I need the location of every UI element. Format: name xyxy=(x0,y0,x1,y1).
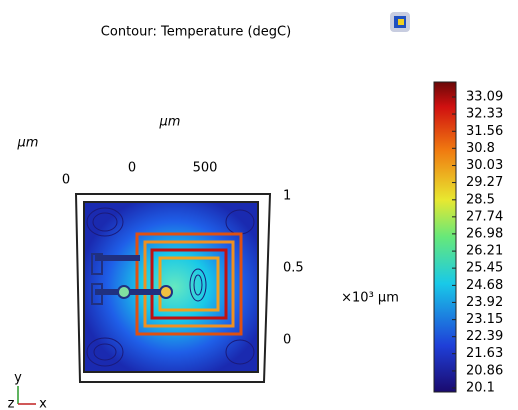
colorbar-tick-label: 22.39 xyxy=(466,329,503,344)
colorbar-tick-label: 31.56 xyxy=(466,124,503,139)
colorbar-tick-label: 28.5 xyxy=(466,192,495,207)
z-tick-label: 0 xyxy=(62,173,70,188)
colorbar-tick-label: 26.98 xyxy=(466,226,503,241)
x-tick-label: 500 xyxy=(193,161,218,176)
chart-title: Contour: Temperature (degC) xyxy=(101,25,291,40)
triad-z: z xyxy=(8,397,15,410)
y-tick-label: 1 xyxy=(283,189,291,204)
colorbar-tick-label: 20.1 xyxy=(466,380,495,395)
colorbar-tick-label: 33.09 xyxy=(466,90,503,105)
z-axis-label: μm xyxy=(17,136,39,151)
x-tick-label: 0 xyxy=(128,161,136,176)
colorbar-tick-label: 21.63 xyxy=(466,346,503,361)
y-tick-label: 0 xyxy=(283,332,291,347)
triad-y: y xyxy=(14,371,22,386)
colorbar-tick-label: 23.15 xyxy=(466,312,503,327)
colorbar-tick-label: 30.03 xyxy=(466,158,503,173)
colorbar-tick-label: 26.21 xyxy=(466,244,503,259)
colorbar-tick-label: 25.45 xyxy=(466,261,503,276)
app-icon xyxy=(390,12,410,32)
colorbar-tick-label: 30.8 xyxy=(466,141,495,156)
colorbar-tick-label: 23.92 xyxy=(466,295,503,310)
colorbar-tick-label: 29.27 xyxy=(466,175,503,190)
x-axis-label: μm xyxy=(159,115,181,130)
colorbar-tick-label: 32.33 xyxy=(466,107,503,122)
y-axis-label: ×10³ μm xyxy=(341,291,399,306)
colorbar-tick-label: 24.68 xyxy=(466,278,503,293)
colorbar xyxy=(433,81,457,393)
y-tick-label: 0.5 xyxy=(283,260,304,275)
triad: y z x xyxy=(8,371,48,410)
colorbar-tick-label: 27.74 xyxy=(466,209,503,224)
contour-plot xyxy=(74,193,272,383)
colorbar-tick-label: 20.86 xyxy=(466,363,503,378)
triad-x: x xyxy=(39,397,47,410)
